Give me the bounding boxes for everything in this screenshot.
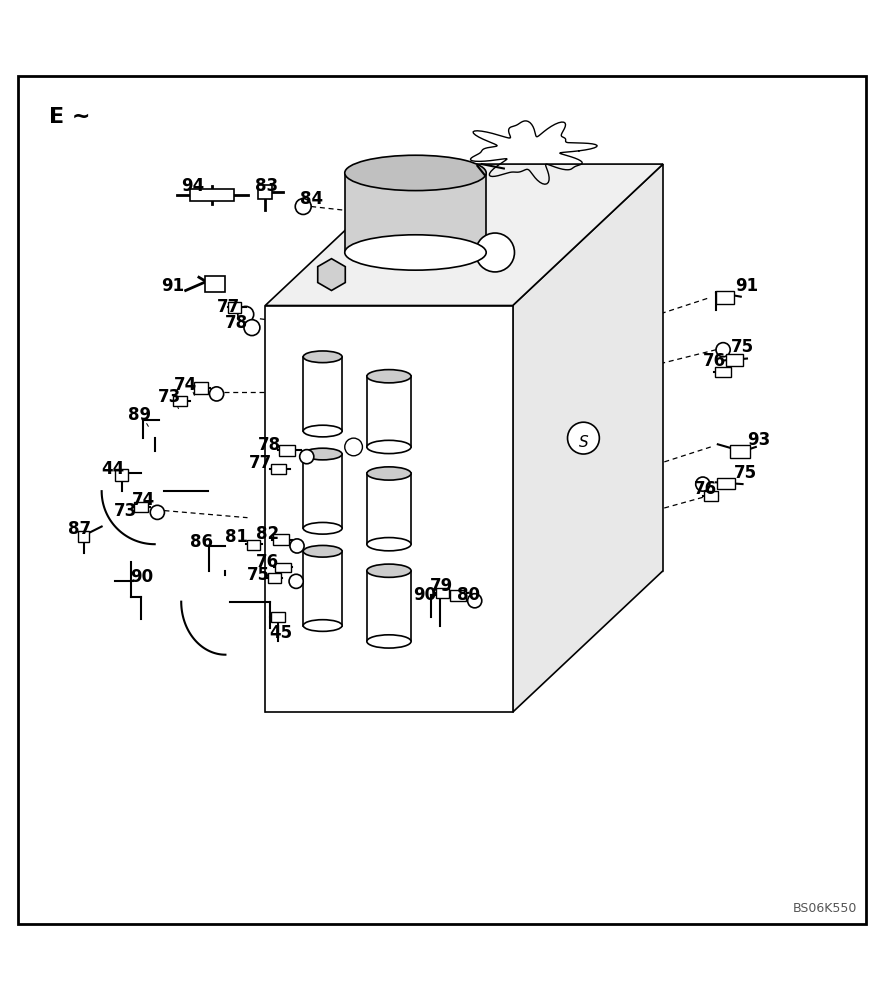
Ellipse shape (367, 440, 411, 454)
Bar (173, 396, 187, 406)
Bar (258, 185, 272, 199)
Text: 75: 75 (731, 338, 754, 356)
Bar (367, 571, 411, 641)
Ellipse shape (303, 425, 342, 437)
Text: 76: 76 (255, 553, 278, 571)
Ellipse shape (303, 545, 342, 557)
Text: 89: 89 (128, 406, 151, 424)
Text: 93: 93 (747, 431, 770, 449)
Ellipse shape (367, 538, 411, 551)
Circle shape (150, 505, 164, 519)
Text: E ~: E ~ (49, 107, 90, 127)
Text: 91: 91 (735, 277, 758, 295)
Bar (303, 454, 342, 528)
Ellipse shape (303, 351, 342, 363)
Bar (715, 367, 731, 377)
Text: 77: 77 (249, 454, 272, 472)
Text: 90: 90 (130, 568, 153, 586)
Bar (247, 540, 260, 550)
Ellipse shape (345, 235, 486, 270)
Text: 79: 79 (431, 577, 453, 595)
Text: S: S (579, 435, 588, 450)
Bar (190, 189, 234, 201)
Circle shape (300, 450, 314, 464)
Bar (367, 473, 411, 544)
Circle shape (345, 438, 362, 456)
Text: 94: 94 (181, 177, 204, 195)
Bar (726, 354, 743, 366)
Text: 84: 84 (300, 190, 323, 208)
Circle shape (476, 233, 514, 272)
Ellipse shape (345, 155, 486, 191)
Ellipse shape (303, 620, 342, 631)
Bar (271, 464, 286, 474)
Ellipse shape (303, 522, 342, 534)
Circle shape (568, 422, 599, 454)
Text: 83: 83 (255, 177, 278, 195)
Circle shape (468, 594, 482, 608)
Bar (275, 563, 291, 572)
Bar (717, 478, 735, 489)
Bar (303, 357, 342, 431)
Text: 82: 82 (256, 525, 279, 543)
Polygon shape (513, 164, 663, 712)
Bar (205, 276, 225, 292)
Bar (268, 573, 281, 583)
Bar (436, 588, 449, 598)
Text: 91: 91 (161, 277, 184, 295)
Circle shape (210, 387, 224, 401)
Text: BS06K550: BS06K550 (793, 902, 857, 915)
Text: 90: 90 (413, 586, 436, 604)
Bar (194, 382, 208, 394)
Bar (345, 173, 486, 252)
Bar (716, 291, 734, 304)
Text: 87: 87 (68, 520, 91, 538)
Text: 74: 74 (174, 376, 197, 394)
Bar (78, 531, 89, 542)
Ellipse shape (303, 448, 342, 460)
Text: 74: 74 (132, 491, 155, 509)
Polygon shape (265, 164, 663, 306)
Circle shape (289, 574, 303, 588)
Bar (730, 445, 750, 458)
Text: 73: 73 (158, 388, 181, 406)
Circle shape (238, 306, 254, 322)
Ellipse shape (367, 370, 411, 383)
Bar (115, 469, 128, 481)
Bar (279, 445, 295, 456)
Text: 73: 73 (114, 502, 137, 520)
Text: 77: 77 (217, 298, 240, 316)
Circle shape (244, 320, 260, 336)
Text: 75: 75 (734, 464, 757, 482)
Circle shape (295, 199, 311, 214)
Ellipse shape (367, 564, 411, 577)
Bar (367, 376, 411, 447)
Text: 81: 81 (225, 528, 248, 546)
Ellipse shape (367, 467, 411, 480)
Text: 76: 76 (703, 352, 726, 370)
Text: 78: 78 (225, 314, 248, 332)
Text: 76: 76 (694, 480, 717, 498)
Text: 44: 44 (102, 460, 125, 478)
Text: 86: 86 (190, 533, 213, 551)
Bar (450, 590, 466, 601)
Bar (303, 551, 342, 626)
Bar (704, 491, 718, 501)
Circle shape (290, 539, 304, 553)
Bar (271, 612, 285, 622)
Ellipse shape (367, 635, 411, 648)
Bar (273, 534, 289, 545)
Circle shape (696, 477, 710, 491)
Text: 78: 78 (258, 436, 281, 454)
Circle shape (716, 343, 730, 357)
Bar (134, 502, 148, 512)
Text: 45: 45 (270, 624, 293, 642)
Text: 75: 75 (247, 566, 270, 584)
Polygon shape (265, 306, 513, 712)
Bar (228, 302, 241, 313)
Text: 80: 80 (457, 586, 480, 604)
